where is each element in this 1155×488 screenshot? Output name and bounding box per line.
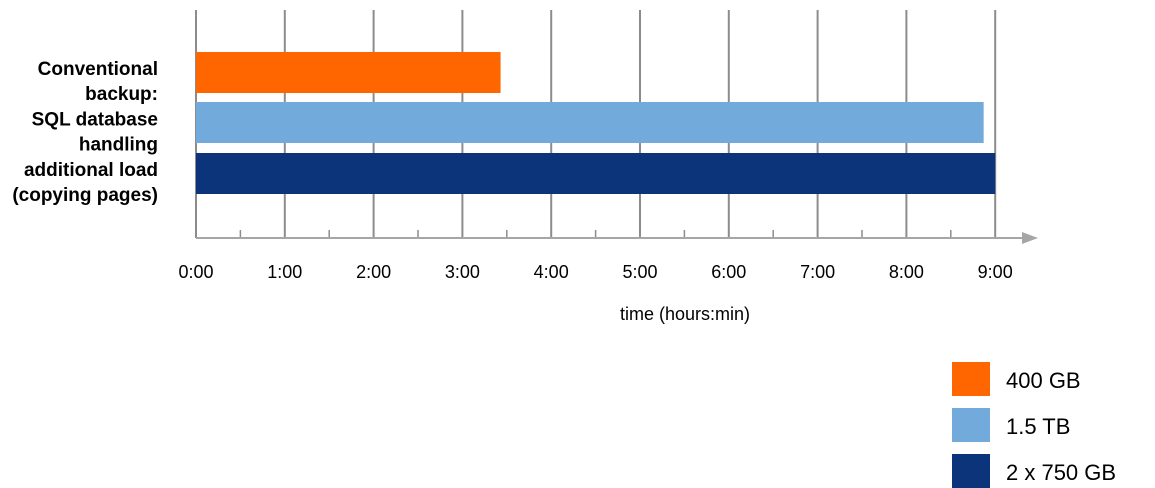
x-axis-title: time (hours:min) xyxy=(620,304,750,324)
x-tick-label: 0:00 xyxy=(178,262,213,282)
legend-label: 400 GB xyxy=(1006,368,1081,393)
x-tick-label: 1:00 xyxy=(267,262,302,282)
bars xyxy=(196,52,996,194)
x-tick-label: 6:00 xyxy=(711,262,746,282)
category-label-line: SQL database xyxy=(32,109,158,130)
legend-label: 2 x 750 GB xyxy=(1006,460,1116,485)
x-tick-label: 8:00 xyxy=(889,262,924,282)
x-axis xyxy=(196,232,1038,244)
legend-item: 1.5 TB xyxy=(952,408,1070,442)
x-tick-label: 9:00 xyxy=(978,262,1013,282)
legend-swatch xyxy=(952,408,990,442)
x-tick-labels: 0:00 1:00 2:00 3:00 4:00 5:00 6:00 7:00 8:00 9:00 xyxy=(178,262,1012,282)
category-label-line: backup: xyxy=(85,84,158,105)
x-tick-label: 2:00 xyxy=(356,262,391,282)
x-tick-label: 4:00 xyxy=(534,262,569,282)
category-label: Conventional backup: SQL database handling a… xyxy=(12,59,158,206)
bar xyxy=(196,102,984,143)
legend: 400 GB 1.5 TB 2 x 750 GB xyxy=(952,362,1116,488)
legend-label: 1.5 TB xyxy=(1006,414,1070,439)
category-label-line: Conventional xyxy=(38,59,158,80)
legend-swatch xyxy=(952,454,990,488)
x-axis-arrow xyxy=(1022,232,1038,244)
x-tick-label: 7:00 xyxy=(800,262,835,282)
x-tick-label: 5:00 xyxy=(622,262,657,282)
category-label-line: handling xyxy=(79,135,158,156)
category-label-line: (copying pages) xyxy=(12,185,158,206)
category-label-line: additional load xyxy=(24,160,158,181)
bar xyxy=(196,52,501,93)
legend-swatch xyxy=(952,362,990,396)
legend-item: 400 GB xyxy=(952,362,1081,396)
bar xyxy=(196,153,996,194)
legend-item: 2 x 750 GB xyxy=(952,454,1116,488)
x-tick-label: 3:00 xyxy=(445,262,480,282)
